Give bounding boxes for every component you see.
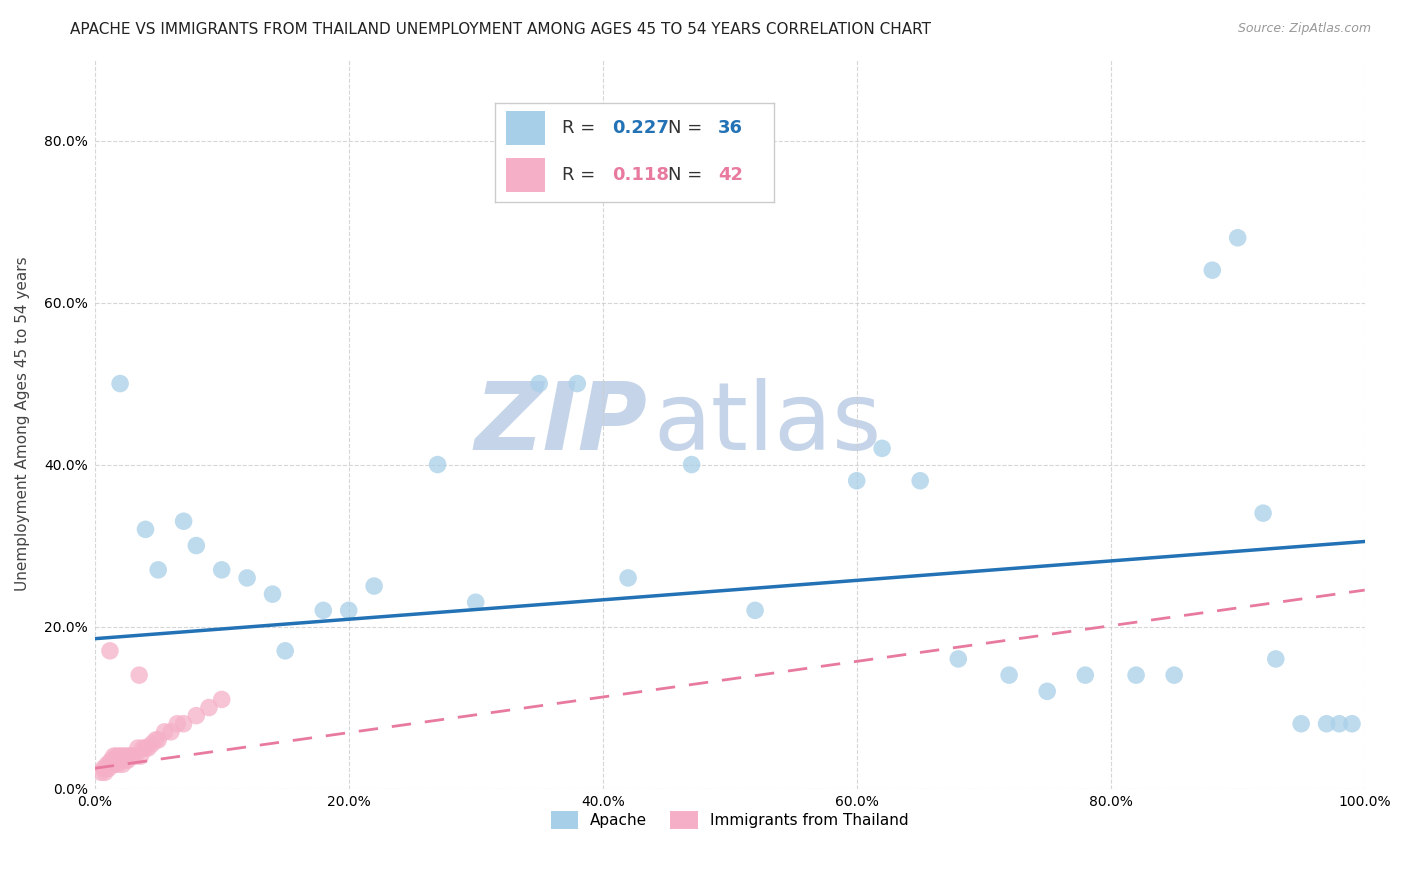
Point <box>105 749 128 764</box>
Text: APACHE VS IMMIGRANTS FROM THAILAND UNEMPLOYMENT AMONG AGES 45 TO 54 YEARS CORREL: APACHE VS IMMIGRANTS FROM THAILAND UNEMP… <box>70 22 931 37</box>
Point <box>1163 668 1185 682</box>
Point <box>166 716 188 731</box>
Point <box>124 749 146 764</box>
Point <box>153 724 176 739</box>
Text: Source: ZipAtlas.com: Source: ZipAtlas.com <box>1237 22 1371 36</box>
Point <box>211 692 233 706</box>
Point <box>108 376 131 391</box>
Point <box>101 757 124 772</box>
Point <box>100 753 122 767</box>
Point <box>160 724 183 739</box>
Point <box>426 458 449 472</box>
Point <box>121 749 143 764</box>
Point <box>104 757 127 772</box>
Point <box>136 741 159 756</box>
Point <box>337 603 360 617</box>
Point <box>108 753 131 767</box>
Point <box>870 442 893 456</box>
Point <box>112 749 135 764</box>
Point <box>90 765 112 780</box>
Point <box>1201 263 1223 277</box>
Point <box>681 458 703 472</box>
Point <box>567 376 589 391</box>
Point <box>93 761 115 775</box>
Point <box>107 757 129 772</box>
Point <box>186 708 208 723</box>
Point <box>1341 716 1364 731</box>
Point <box>173 514 195 528</box>
Point <box>134 741 156 756</box>
Point <box>1329 716 1351 731</box>
Point <box>744 603 766 617</box>
Point <box>108 749 131 764</box>
Point <box>1316 716 1339 731</box>
Point <box>94 765 117 780</box>
Point <box>363 579 385 593</box>
Point <box>129 749 152 764</box>
Point <box>148 733 170 747</box>
Point <box>173 716 195 731</box>
Point <box>120 749 142 764</box>
Point <box>97 761 120 775</box>
Point <box>132 741 155 756</box>
Point <box>103 749 125 764</box>
Point <box>1125 668 1147 682</box>
Point <box>98 644 121 658</box>
Point <box>1289 716 1312 731</box>
Y-axis label: Unemployment Among Ages 45 to 54 years: Unemployment Among Ages 45 to 54 years <box>15 257 30 591</box>
Text: ZIP: ZIP <box>474 378 647 470</box>
Point <box>236 571 259 585</box>
Point <box>110 749 132 764</box>
Point <box>98 757 121 772</box>
Point <box>262 587 284 601</box>
Point <box>617 571 640 585</box>
Point <box>115 749 138 764</box>
Point <box>1036 684 1059 698</box>
Point <box>148 563 170 577</box>
Point <box>198 700 221 714</box>
Point <box>312 603 335 617</box>
Point <box>845 474 868 488</box>
Point <box>94 761 117 775</box>
Point <box>145 733 167 747</box>
Point <box>1074 668 1097 682</box>
Point <box>948 652 970 666</box>
Point <box>96 757 118 772</box>
Point <box>134 522 156 536</box>
Point <box>1226 231 1249 245</box>
Point <box>118 749 141 764</box>
Point <box>464 595 486 609</box>
Point <box>128 668 150 682</box>
Point <box>141 737 163 751</box>
Point <box>114 753 136 767</box>
Point <box>1251 506 1274 520</box>
Point <box>1264 652 1286 666</box>
Point <box>127 741 149 756</box>
Point <box>998 668 1021 682</box>
Point <box>117 753 139 767</box>
Point <box>211 563 233 577</box>
Point <box>186 539 208 553</box>
Text: atlas: atlas <box>654 378 882 470</box>
Legend: Apache, Immigrants from Thailand: Apache, Immigrants from Thailand <box>544 805 915 836</box>
Point <box>111 757 134 772</box>
Point <box>908 474 931 488</box>
Point <box>529 376 551 391</box>
Point <box>274 644 297 658</box>
